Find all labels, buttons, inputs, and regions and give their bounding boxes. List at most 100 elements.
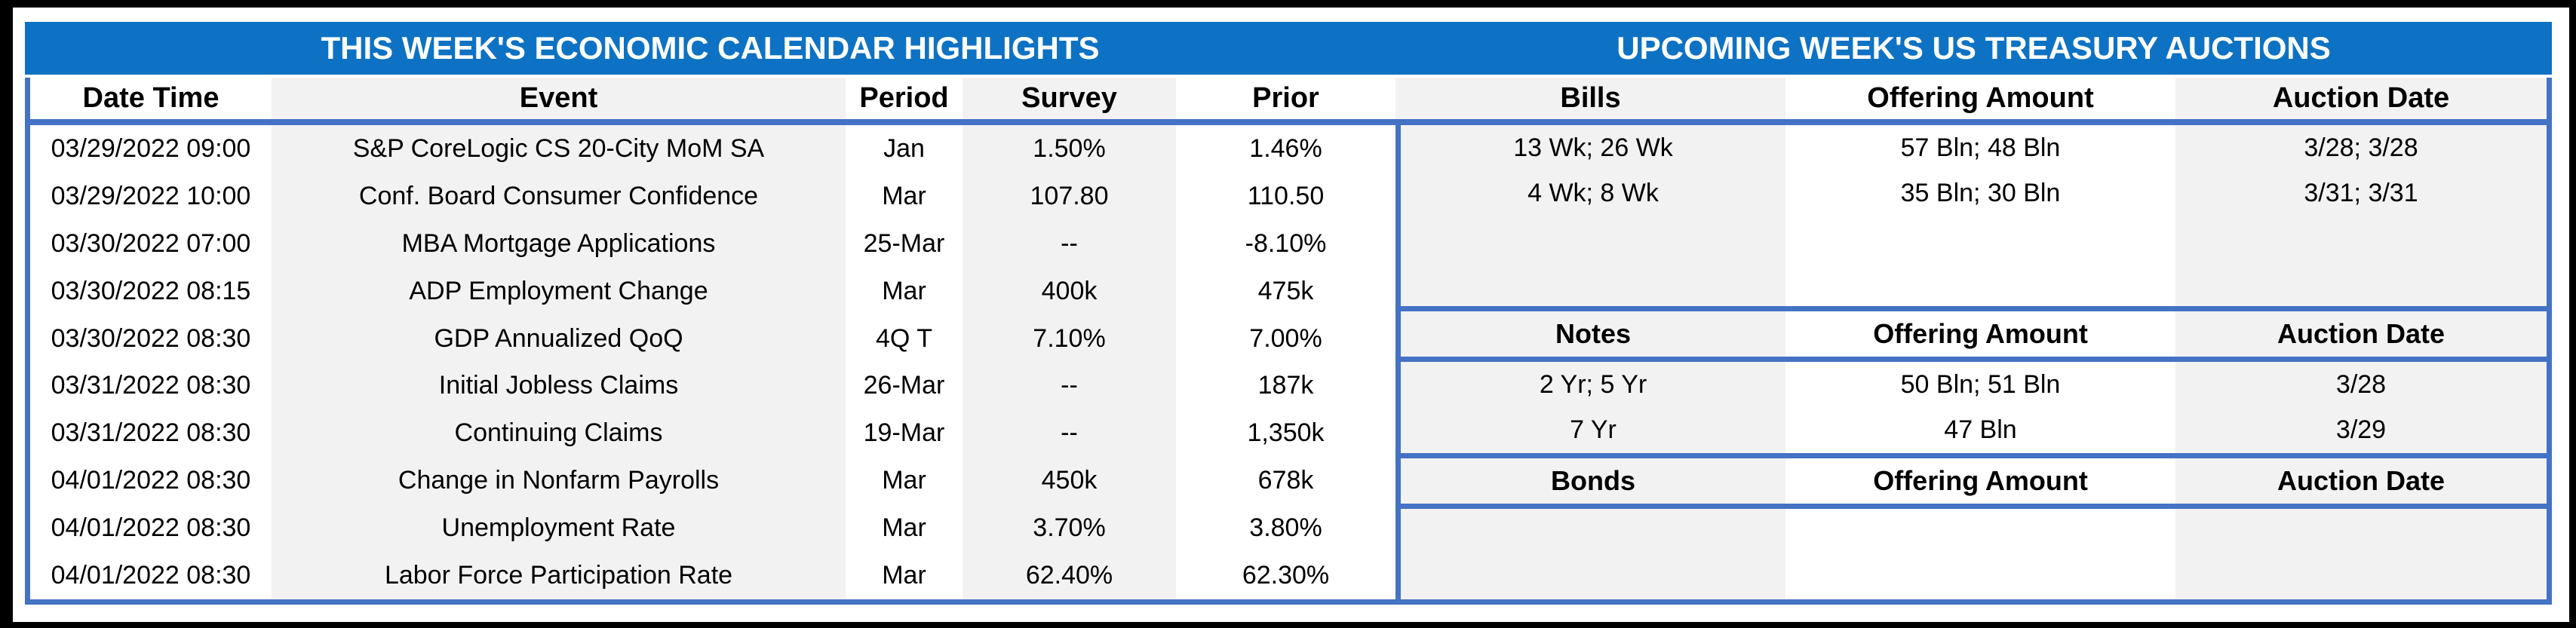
cell-period: 19-Mar (846, 409, 963, 458)
cell-offering-amount: 57 Bln; 48 Bln (1785, 125, 2175, 171)
cell-offering-amount: 47 Bln (1785, 407, 2175, 453)
table-row: 13 Wk; 26 Wk 57 Bln; 48 Bln 3/28; 3/28 (1401, 125, 2547, 171)
table-bottom-border (25, 599, 2552, 605)
table-row: 04/01/2022 08:30 Unemployment Rate Mar 3… (30, 504, 1395, 553)
table-row: 03/30/2022 08:15 ADP Employment Change M… (30, 267, 1395, 315)
table-row: 4 Wk; 8 Wk 35 Bln; 30 Bln 3/31; 3/31 (1401, 170, 2547, 216)
cell-period: 4Q T (846, 314, 963, 363)
table-row: 03/30/2022 07:00 MBA Mortgage Applicatio… (30, 219, 1395, 268)
cell-auction-date: 3/31; 3/31 (2175, 170, 2547, 216)
col-header-survey: Survey (963, 78, 1176, 119)
table-row: 04/01/2022 08:30 Change in Nonfarm Payro… (30, 457, 1395, 505)
cell-event: ADP Employment Change (272, 267, 846, 315)
cell-bills: 13 Wk; 26 Wk (1401, 125, 1785, 171)
cell-period: Mar (846, 172, 963, 220)
cell-date: 03/30/2022 08:15 (30, 267, 272, 315)
cell-prior: 187k (1176, 362, 1395, 410)
section-header-auction-date: Auction Date (2175, 311, 2547, 357)
col-header-offering-amount: Offering Amount (1785, 78, 2175, 119)
cell-date: 04/01/2022 08:30 (30, 457, 272, 505)
cell-prior: 475k (1176, 267, 1395, 315)
cell-prior: 1,350k (1176, 409, 1395, 458)
cell-period: 25-Mar (846, 219, 963, 268)
empty-row (1401, 508, 2547, 554)
cell-prior: 62.30% (1176, 552, 1395, 600)
section-header-bonds: Bonds (1401, 458, 1785, 504)
cell-bills: 4 Wk; 8 Wk (1401, 170, 1785, 216)
cell-survey: 3.70% (963, 504, 1176, 553)
cell-period: Mar (846, 552, 963, 600)
col-header-bills: Bills (1395, 78, 1785, 119)
section-header-auction-date: Auction Date (2175, 458, 2547, 504)
cell-prior: 1.46% (1176, 125, 1395, 173)
title-bar: THIS WEEK'S ECONOMIC CALENDAR HIGHLIGHTS… (25, 22, 2552, 75)
section-header-notes: Notes (1401, 311, 1785, 357)
cell-survey: -- (963, 219, 1176, 268)
col-header-prior: Prior (1176, 78, 1395, 119)
cell-date: 04/01/2022 08:30 (30, 504, 272, 553)
cell-auction-date: 3/28 (2175, 362, 2547, 408)
col-header-event: Event (272, 78, 846, 119)
treasury-auctions-table: 13 Wk; 26 Wk 57 Bln; 48 Bln 3/28; 3/28 4… (1401, 125, 2547, 599)
cell-event: S&P CoreLogic CS 20-City MoM SA (272, 125, 846, 173)
cell-event: Continuing Claims (272, 409, 846, 458)
cell-date: 04/01/2022 08:30 (30, 552, 272, 600)
cell-auction-date: 3/29 (2175, 407, 2547, 453)
cell-date: 03/29/2022 10:00 (30, 172, 272, 220)
table-row: 04/01/2022 08:30 Labor Force Participati… (30, 552, 1395, 600)
table-right-border (2547, 78, 2552, 605)
cell-auction-date: 3/28; 3/28 (2175, 125, 2547, 171)
cell-offering-amount: 35 Bln; 30 Bln (1785, 170, 2175, 216)
cell-event: MBA Mortgage Applications (272, 219, 846, 268)
cell-offering-amount: 50 Bln; 51 Bln (1785, 362, 2175, 408)
cell-prior: 678k (1176, 457, 1395, 505)
header-divider-line (25, 119, 2552, 125)
empty-row (1401, 553, 2547, 599)
section-header-offering-amount: Offering Amount (1785, 458, 2175, 504)
cell-prior: -8.10% (1176, 219, 1395, 268)
cell-event: Unemployment Rate (272, 504, 846, 553)
cell-event: Labor Force Participation Rate (272, 552, 846, 600)
section-header-offering-amount: Offering Amount (1785, 311, 2175, 357)
table-row: 03/29/2022 09:00 S&P CoreLogic CS 20-Cit… (30, 125, 1395, 173)
cell-survey: 400k (963, 267, 1176, 315)
cell-period: Mar (846, 267, 963, 315)
empty-row (1401, 261, 2547, 312)
table-row: 03/29/2022 10:00 Conf. Board Consumer Co… (30, 172, 1395, 220)
empty-row (1401, 216, 2547, 262)
cell-period: Mar (846, 457, 963, 505)
bonds-section-header-row: Bonds Offering Amount Auction Date (1401, 458, 2547, 509)
cell-event: Change in Nonfarm Payrolls (272, 457, 846, 505)
cell-notes: 7 Yr (1401, 407, 1785, 453)
cell-date: 03/30/2022 07:00 (30, 219, 272, 268)
cell-date: 03/31/2022 08:30 (30, 409, 272, 458)
cell-period: Mar (846, 504, 963, 553)
table-left-border (25, 78, 30, 605)
cell-event: GDP Annualized QoQ (272, 314, 846, 363)
cell-notes: 2 Yr; 5 Yr (1401, 362, 1785, 408)
col-header-period: Period (846, 78, 963, 119)
cell-date: 03/31/2022 08:30 (30, 362, 272, 410)
table-middle-divider (1395, 125, 1401, 605)
cell-event: Initial Jobless Claims (272, 362, 846, 410)
cell-date: 03/30/2022 08:30 (30, 314, 272, 363)
cell-survey: -- (963, 409, 1176, 458)
col-header-auction-date: Auction Date (2175, 78, 2547, 119)
cell-prior: 7.00% (1176, 314, 1395, 363)
cell-survey: -- (963, 362, 1176, 410)
notes-section-header-row: Notes Offering Amount Auction Date (1401, 311, 2547, 363)
cell-prior: 3.80% (1176, 504, 1395, 553)
cell-date: 03/29/2022 09:00 (30, 125, 272, 173)
column-header-row: Date Time Event Period Survey Prior Bill… (30, 78, 2547, 119)
cell-period: Jan (846, 125, 963, 173)
table-row: 2 Yr; 5 Yr 50 Bln; 51 Bln 3/28 (1401, 362, 2547, 408)
table-row: 03/31/2022 08:30 Continuing Claims 19-Ma… (30, 409, 1395, 458)
table-row: 03/31/2022 08:30 Initial Jobless Claims … (30, 362, 1395, 410)
economic-calendar-table: 03/29/2022 09:00 S&P CoreLogic CS 20-Cit… (30, 125, 1395, 600)
cell-survey: 450k (963, 457, 1176, 505)
economic-calendar-title: THIS WEEK'S ECONOMIC CALENDAR HIGHLIGHTS (321, 30, 1100, 66)
treasury-auctions-title: UPCOMING WEEK'S US TREASURY AUCTIONS (1617, 30, 2331, 66)
cell-period: 26-Mar (846, 362, 963, 410)
col-header-date-time: Date Time (30, 78, 272, 119)
cell-survey: 7.10% (963, 314, 1176, 363)
